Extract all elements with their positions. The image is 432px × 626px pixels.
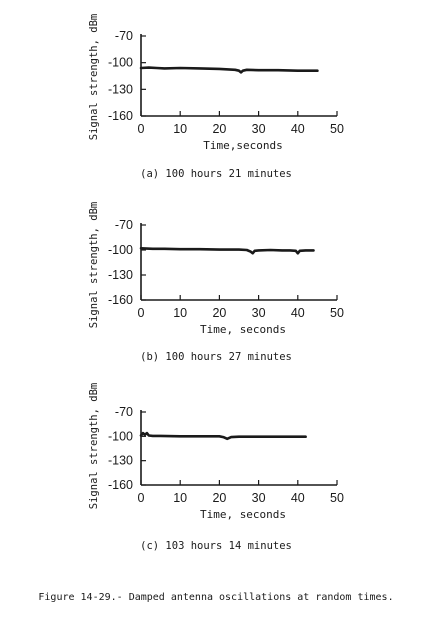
y-tick-label: -160 bbox=[108, 478, 133, 492]
x-tick-label: 30 bbox=[252, 122, 266, 136]
x-tick-label: 0 bbox=[138, 306, 145, 320]
y-tick-label: -160 bbox=[108, 293, 133, 307]
x-tick-label: 30 bbox=[252, 491, 266, 505]
x-axis-label: Time, seconds bbox=[200, 508, 286, 521]
signal-series-line bbox=[139, 66, 319, 74]
x-tick-label: 10 bbox=[173, 306, 187, 320]
x-tick-label: 10 bbox=[173, 491, 187, 505]
x-tick-label: 0 bbox=[138, 122, 145, 136]
x-tick-label: 20 bbox=[212, 491, 226, 505]
y-tick-label: -130 bbox=[108, 82, 133, 96]
y-axis-label-wrap: Signal strength, dBm bbox=[84, 6, 104, 148]
y-axis-label-wrap: Signal strength, dBm bbox=[84, 200, 104, 330]
y-tick-label: -160 bbox=[108, 109, 133, 123]
y-axis-label: Signal strength, dBm bbox=[88, 13, 100, 141]
x-tick-label: 40 bbox=[291, 491, 305, 505]
figure-caption: Figure 14-29.- Damped antenna oscillatio… bbox=[38, 592, 394, 603]
chart-svg: -70 -100 -130 -160 0 10 20 30 40 50 Time,seconds bbox=[108, 29, 344, 152]
x-tick-label: 10 bbox=[173, 122, 187, 136]
y-tick-label: -100 bbox=[108, 56, 133, 70]
x-tick-label: 20 bbox=[212, 306, 226, 320]
y-tick-label: -100 bbox=[108, 243, 133, 257]
y-tick-label: -130 bbox=[108, 268, 133, 282]
signal-series-line bbox=[139, 431, 307, 441]
chart-panel-a: Signal strength, dBm -70 -100 -130 -160 0 10 2… bbox=[0, 0, 432, 160]
y-tick-label: -100 bbox=[108, 429, 133, 443]
x-axis-label: Time,seconds bbox=[203, 139, 282, 152]
y-tick-label: -70 bbox=[115, 29, 133, 43]
panel-caption: (b) 100 hours 27 minutes bbox=[140, 351, 292, 363]
x-tick-label: 40 bbox=[291, 122, 305, 136]
x-tick-label: 0 bbox=[138, 491, 145, 505]
y-tick-label: -70 bbox=[115, 218, 133, 232]
x-tick-label: 50 bbox=[330, 122, 344, 136]
panel-caption: (a) 100 hours 21 minutes bbox=[140, 168, 292, 180]
y-tick-label: -130 bbox=[108, 454, 133, 468]
y-axis-label: Signal strength, dBm bbox=[88, 201, 100, 329]
chart-panel-c: Signal strength, dBm -70 -100 -130 -160 0 10 2… bbox=[0, 382, 432, 531]
chart-panel-b: Signal strength, dBm -70 -100 -130 -160 0 10 2… bbox=[0, 200, 432, 346]
x-axis-label: Time, seconds bbox=[200, 323, 286, 336]
chart-svg: -70 -100 -130 -160 0 10 20 30 40 50 Time, seconds bbox=[108, 218, 344, 336]
x-tick-label: 20 bbox=[212, 122, 226, 136]
signal-series-line bbox=[139, 246, 315, 255]
y-axis-label: Signal strength, dBm bbox=[88, 382, 100, 510]
x-tick-label: 50 bbox=[330, 306, 344, 320]
chart-svg: -70 -100 -130 -160 0 10 20 30 40 50 Time, seconds bbox=[108, 405, 344, 521]
x-tick-label: 40 bbox=[291, 306, 305, 320]
x-tick-label: 30 bbox=[252, 306, 266, 320]
panel-caption: (c) 103 hours 14 minutes bbox=[140, 540, 292, 552]
y-tick-label: -70 bbox=[115, 405, 133, 419]
y-axis-label-wrap: Signal strength, dBm bbox=[84, 382, 104, 510]
x-tick-label: 50 bbox=[330, 491, 344, 505]
